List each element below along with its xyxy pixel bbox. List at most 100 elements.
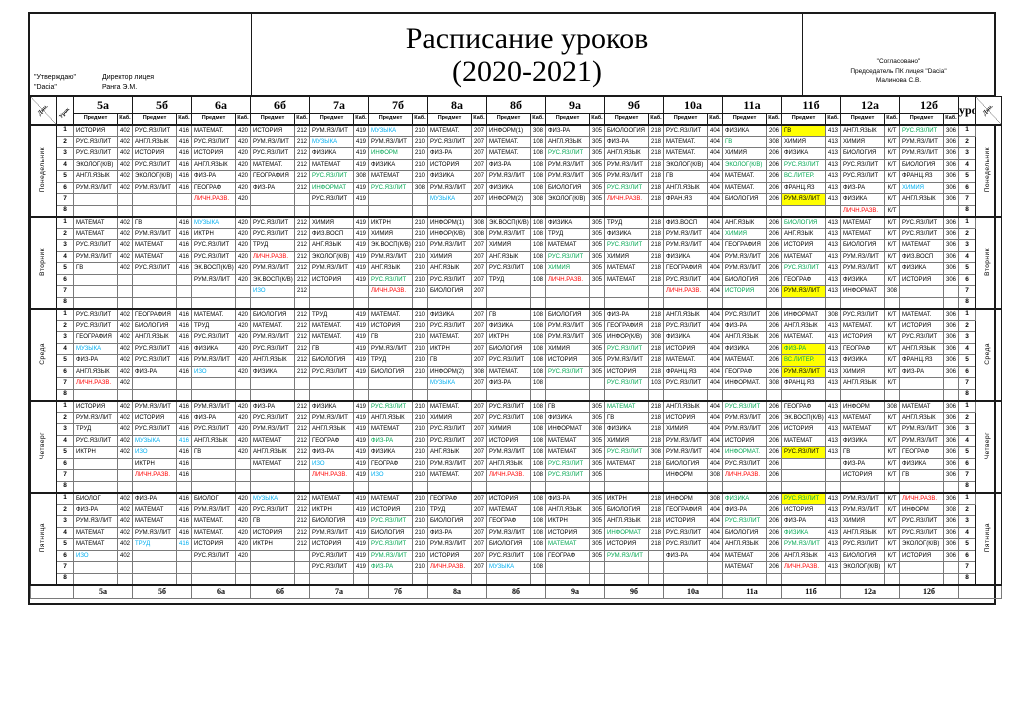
room-cell: К/Т	[884, 250, 900, 263]
subject-cell: МАТЕМАТ	[840, 215, 885, 229]
room-cell: 108	[530, 411, 546, 424]
lesson-row: 5 МАТЕМАТ 402 ТРУД 416 ИСТОРИЯ 420 ИКТРН 212 ИСТО…	[31, 538, 1002, 551]
subject-cell	[73, 457, 118, 470]
subject-cell: ЛИЧН.РАЗВ.	[250, 250, 295, 263]
subject-cell: РУС.ЯЗ/ЛИТ	[840, 158, 885, 171]
subject-cell: МУЗЫКА	[191, 215, 236, 229]
room-cell: 306	[943, 170, 959, 183]
room-cell	[589, 377, 605, 390]
subject-cell: МАТЕМАТ.	[309, 319, 354, 332]
room-cell: 402	[117, 331, 133, 344]
room-cell	[943, 296, 959, 309]
room-cell	[825, 469, 841, 482]
room-cell: 108	[530, 158, 546, 171]
subject-cell: РУМ.ЯЗ/ЛИТ	[545, 170, 590, 183]
room-cell: К/Т	[884, 239, 900, 252]
room-cell: 404	[707, 250, 723, 263]
room-cell: 402	[117, 515, 133, 528]
subject-cell: РУС.ЯЗ/ЛИТ	[781, 262, 826, 275]
room-cell: 306	[943, 526, 959, 539]
lesson-number: 5	[56, 354, 74, 367]
room-cell: 419	[353, 193, 369, 206]
room-cell: 305	[589, 158, 605, 171]
subject-cell: РУС.ЯЗ/ЛИТ	[604, 239, 649, 252]
subject-cell	[604, 480, 649, 493]
subject-cell: ФИЗ-РА	[73, 354, 118, 367]
subject-cell: ФИЗ-РА	[250, 399, 295, 413]
room-cell: 207	[471, 491, 487, 505]
subject-cell: ФИЗ-РА	[368, 561, 413, 574]
subject-cell: ИСТОРИЯ	[545, 526, 590, 539]
subject-cell: ФИЗ-РА	[840, 457, 885, 470]
subject-cell: МУЗЫКА	[132, 434, 177, 447]
room-cell: 413	[825, 503, 841, 516]
room-cell: 419	[353, 181, 369, 194]
room-cell: 420	[235, 342, 251, 355]
subject-cell: МАТЕМАТ.	[427, 399, 472, 413]
subject-cell: ИНФОРМ(2)	[427, 365, 472, 378]
subject-cell: РУМ.ЯЗ/ЛИТ	[663, 227, 708, 240]
subject-cell: ИСТОРИЯ	[250, 526, 295, 539]
room-cell: 212	[294, 457, 310, 470]
subject-cell: ГВ	[663, 170, 708, 183]
subject-cell	[427, 572, 472, 585]
room-cell: 413	[825, 273, 841, 286]
room-cell: 207	[471, 399, 487, 413]
subject-cell: БИОЛОГИЯ	[132, 319, 177, 332]
lesson-row: 3 РУС.ЯЗ/ЛИТ 402 ИСТОРИЯ 416 ИСТОРИЯ 420 РУС.ЯЗ…	[31, 147, 1002, 160]
room-cell: 413	[825, 262, 841, 275]
class-header-9а: 9а	[545, 96, 605, 114]
subject-cell: РУС.ЯЗ/ЛИТ	[73, 434, 118, 447]
subject-cell	[250, 193, 295, 206]
lesson-row: 4 МАТЕМАТ 402 РУМ.ЯЗ/ЛИТ 416 МАТЕМАТ. 420 ИСТОР…	[31, 526, 1002, 539]
subject-cell: ФИЗ-РА	[486, 377, 531, 390]
subject-cell: ЛИЧН.РАЗВ.	[73, 377, 118, 390]
subject-cell: ФИЗ-РА	[250, 181, 295, 194]
room-cell: 218	[648, 307, 664, 321]
room-cell: К/Т	[884, 457, 900, 470]
subject-cell: РУМ.ЯЗ/ЛИТ	[368, 250, 413, 263]
subject-cell: РУС.ЯЗ/ЛИТ	[368, 515, 413, 528]
room-cell	[176, 480, 192, 493]
subject-cell: ФИЗИКА	[427, 307, 472, 321]
lesson-row: 8 ЛИЧН.РАЗВ. К/Т 8	[31, 204, 1002, 217]
subject-cell	[73, 561, 118, 574]
lesson-header: Урок	[56, 96, 74, 125]
subject-cell	[781, 388, 826, 401]
footer-class-6б: 6б	[250, 583, 310, 599]
lesson-number-right: 3	[958, 147, 976, 160]
room-cell	[117, 296, 133, 309]
room-cell: 306	[943, 491, 959, 505]
subject-cell: ФИЗИКА	[663, 331, 708, 344]
subject-cell	[722, 388, 767, 401]
lesson-number-right: 5	[958, 170, 976, 183]
room-cell: 206	[766, 561, 782, 574]
room-cell: 416	[176, 331, 192, 344]
lesson-row: 4 ЭКОЛОГ(К/В) 402 РУС.ЯЗ/ЛИТ 416 АНГЛ.ЯЗЫК 420…	[31, 158, 1002, 171]
lesson-number: 3	[56, 239, 74, 252]
subject-cell: БИОЛОГИЯ	[899, 158, 944, 171]
subject-cell: АНГЛ.ЯЗЫК	[722, 331, 767, 344]
lesson-row: 4 РУМ.ЯЗ/ЛИТ 402 МАТЕМАТ 416 РУС.ЯЗ/ЛИТ 420 ЛИЧ…	[31, 250, 1002, 263]
subject-cell: ИСТОРИЯ	[781, 503, 826, 516]
subject-cell: ФИЗ-РА	[545, 491, 590, 505]
room-cell: 306	[943, 469, 959, 482]
subject-cell: МАТЕМАТ	[899, 399, 944, 413]
room-cell: 108	[530, 491, 546, 505]
subject-cell	[250, 549, 295, 562]
subject-cell: МАТЕМАТ.	[309, 331, 354, 344]
room-cell	[943, 572, 959, 585]
lesson-number-right: 3	[958, 515, 976, 528]
subject-cell: РУС.ЯЗ/ЛИТ	[899, 331, 944, 344]
room-cell	[353, 204, 369, 217]
lesson-number-right: 8	[958, 296, 976, 309]
subject-cell: ГВ	[191, 446, 236, 459]
room-cell: 207	[471, 331, 487, 344]
room-cell: 206	[766, 285, 782, 298]
title-block: Расписание уроков (2020-2021)	[252, 14, 802, 95]
subject-cell	[191, 572, 236, 585]
room-cell: 416	[176, 365, 192, 378]
room-cell: 308	[825, 307, 841, 321]
subject-cell: РУС.ЯЗ/ЛИТ	[486, 354, 531, 367]
subject-cell: ИСТОРИЯ	[73, 399, 118, 413]
